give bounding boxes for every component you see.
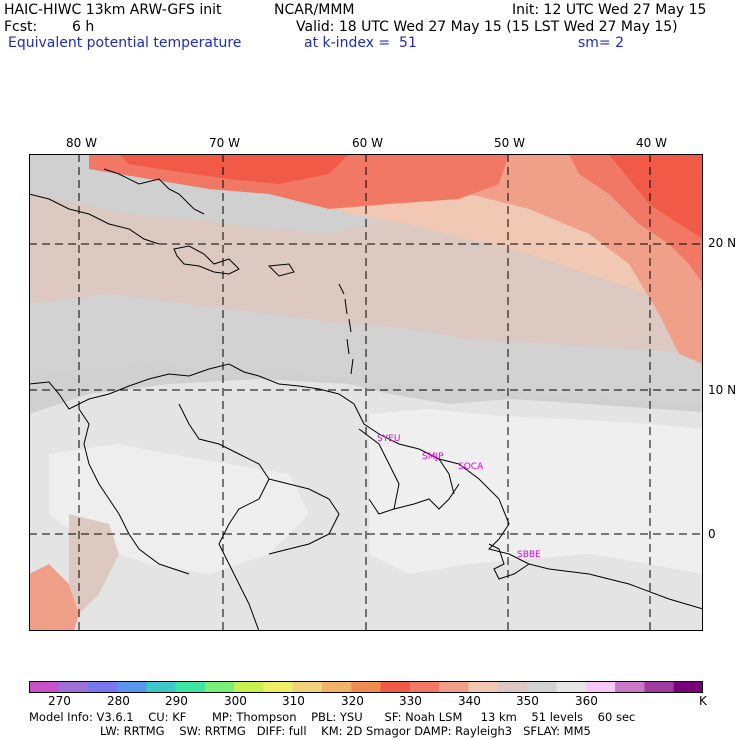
shade-whiteish-region bbox=[369, 409, 703, 574]
shade-340-colombia bbox=[69, 514, 119, 614]
colorbar-swatch bbox=[644, 681, 675, 693]
lat-label-20n: 20 N bbox=[708, 236, 737, 250]
station-soca: SOCA bbox=[458, 462, 484, 472]
colorbar-unit: K bbox=[699, 694, 707, 708]
colorbar-swatch bbox=[292, 681, 323, 693]
colorbar-swatch bbox=[263, 681, 294, 693]
lon-label-60w: 60 W bbox=[352, 136, 383, 150]
plot-title: HAIC-HIWC 13km ARW-GFS init bbox=[4, 2, 222, 18]
colorbar-swatch bbox=[439, 681, 470, 693]
lon-label-70w: 70 W bbox=[209, 136, 240, 150]
station-sbbe: SBBE bbox=[517, 550, 541, 560]
shade-340-southwest bbox=[29, 564, 79, 631]
colorbar-swatch bbox=[497, 681, 528, 693]
colorbar-swatch bbox=[58, 681, 89, 693]
init-time: Init: 12 UTC Wed 27 May 15 bbox=[512, 2, 707, 18]
lon-label-80w: 80 W bbox=[66, 136, 97, 150]
smoothing-value: sm= 2 bbox=[578, 35, 625, 51]
colorbar-label-350: 350 bbox=[516, 694, 539, 708]
colorbar-frame bbox=[29, 681, 703, 693]
lon-label-50w: 50 W bbox=[494, 136, 525, 150]
colorbar-label-280: 280 bbox=[107, 694, 130, 708]
lat-label-0: 0 bbox=[708, 527, 716, 541]
colorbar-swatch bbox=[673, 681, 703, 693]
colorbar-swatch bbox=[116, 681, 147, 693]
coastlines bbox=[29, 168, 703, 631]
lat-lon-grid bbox=[29, 154, 703, 631]
forecast-label: Fcst: bbox=[4, 19, 38, 35]
model-info-line-1: Model Info: V3.6.1 CU: KF MP: Thompson P… bbox=[29, 710, 636, 724]
colorbar-swatch bbox=[322, 681, 352, 693]
colorbar-swatch bbox=[380, 681, 411, 693]
colorbar-swatch bbox=[146, 681, 177, 693]
colorbar-label-340: 340 bbox=[458, 694, 481, 708]
map-panel: SYEU SMJP SOCA SBBE bbox=[29, 154, 703, 631]
colorbar-swatch bbox=[527, 681, 557, 693]
colorbar-swatch bbox=[87, 681, 118, 693]
lon-label-40w: 40 W bbox=[636, 136, 667, 150]
shade-325-region bbox=[119, 154, 349, 184]
forecast-hour: 6 h bbox=[72, 19, 95, 35]
colorbar-swatch bbox=[204, 681, 235, 693]
colorbar bbox=[29, 681, 703, 693]
lat-label-10n: 10 N bbox=[708, 383, 737, 397]
colorbar-swatch bbox=[234, 681, 264, 693]
colorbar-swatch bbox=[175, 681, 206, 693]
colorbar-label-330: 330 bbox=[399, 694, 422, 708]
colorbar-swatch bbox=[29, 681, 59, 693]
field-name: Equivalent potential temperature bbox=[8, 35, 242, 51]
colorbar-label-300: 300 bbox=[224, 694, 247, 708]
colorbar-swatch bbox=[468, 681, 499, 693]
colorbar-swatch bbox=[585, 681, 616, 693]
station-syeu: SYEU bbox=[377, 434, 400, 444]
colorbar-label-290: 290 bbox=[165, 694, 188, 708]
valid-time: Valid: 18 UTC Wed 27 May 15 (15 LST Wed … bbox=[296, 19, 678, 35]
station-smjp: SMJP bbox=[422, 452, 444, 462]
level-index: at k-index = 51 bbox=[304, 35, 417, 51]
institution: NCAR/MMM bbox=[274, 2, 355, 18]
colorbar-swatch bbox=[409, 681, 440, 693]
colorbar-label-360: 360 bbox=[575, 694, 598, 708]
colorbar-swatch bbox=[556, 681, 587, 693]
shade-325-east bbox=[609, 154, 703, 239]
model-info-line-2: LW: RRTMG SW: RRTMG DIFF: full KM: 2D Sm… bbox=[100, 724, 591, 738]
colorbar-swatch bbox=[351, 681, 382, 693]
colorbar-label-270: 270 bbox=[48, 694, 71, 708]
colorbar-label-320: 320 bbox=[341, 694, 364, 708]
colorbar-label-310: 310 bbox=[282, 694, 305, 708]
colorbar-swatch bbox=[615, 681, 645, 693]
map-frame bbox=[29, 154, 703, 631]
